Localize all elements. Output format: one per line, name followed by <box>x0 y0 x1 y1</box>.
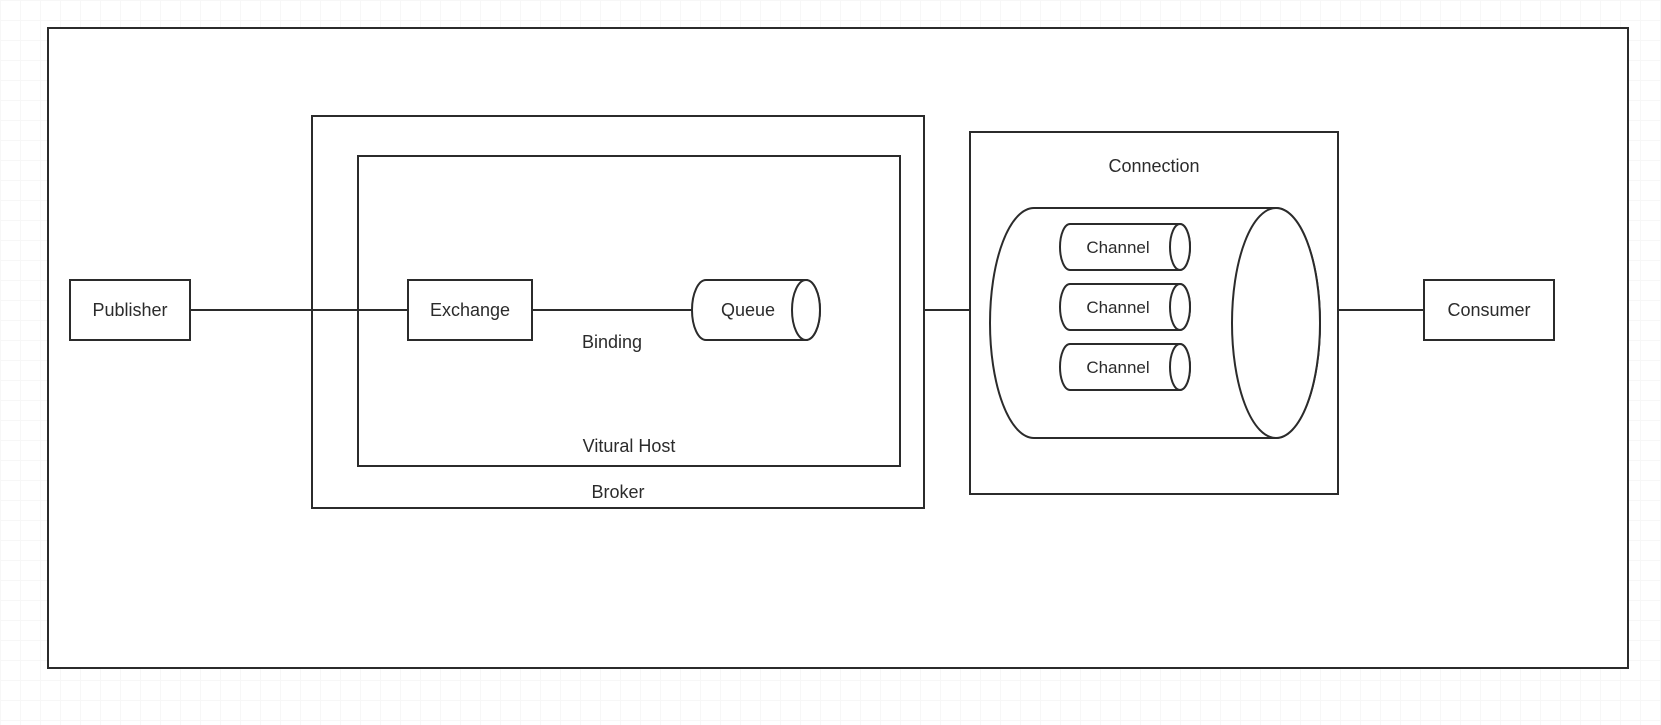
exchange-node: Exchange <box>408 280 532 340</box>
channel-2-node: Channel <box>1060 284 1190 330</box>
connection-label: Connection <box>1108 156 1199 176</box>
queue-label: Queue <box>721 300 775 320</box>
diagram-svg: Publisher Broker Vitural Host Exchange B… <box>0 0 1661 725</box>
channel-1-label: Channel <box>1086 238 1149 257</box>
channel-1-node: Channel <box>1060 224 1190 270</box>
channel-3-label: Channel <box>1086 358 1149 377</box>
diagram-canvas: Publisher Broker Vitural Host Exchange B… <box>0 0 1661 725</box>
consumer-label: Consumer <box>1447 300 1530 320</box>
channel-3-node: Channel <box>1060 344 1190 390</box>
broker-label: Broker <box>591 482 644 502</box>
consumer-node: Consumer <box>1424 280 1554 340</box>
queue-node: Queue <box>692 280 820 340</box>
publisher-label: Publisher <box>92 300 167 320</box>
channel-2-label: Channel <box>1086 298 1149 317</box>
binding-label: Binding <box>582 332 642 352</box>
publisher-node: Publisher <box>70 280 190 340</box>
vhost-label: Vitural Host <box>583 436 676 456</box>
exchange-label: Exchange <box>430 300 510 320</box>
